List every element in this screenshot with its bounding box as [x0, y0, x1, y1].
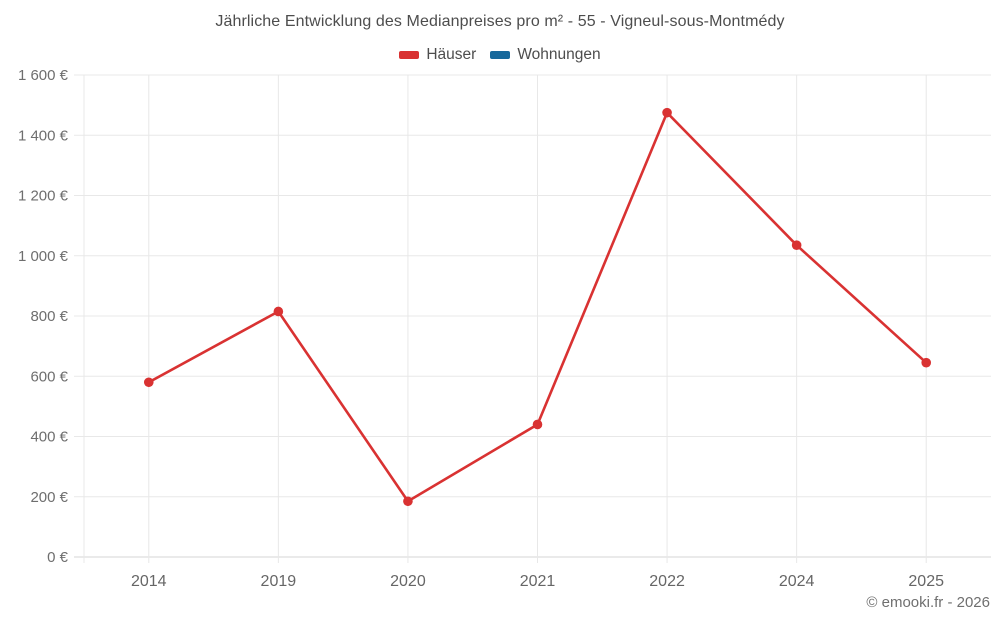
- y-tick-label: 1 200 €: [18, 188, 69, 205]
- y-tick-label: 600 €: [30, 368, 68, 385]
- y-tick-label: 1 400 €: [18, 127, 69, 144]
- data-point[interactable]: [532, 419, 543, 430]
- x-tick-label: 2025: [908, 573, 944, 590]
- x-tick-label: 2014: [131, 573, 167, 590]
- x-tick-label: 2022: [649, 573, 685, 590]
- data-point[interactable]: [273, 306, 284, 317]
- data-point[interactable]: [403, 496, 413, 507]
- data-point[interactable]: [143, 377, 154, 388]
- x-tick-label: 2021: [520, 573, 556, 590]
- legend-swatch-wohnungen: [490, 51, 511, 59]
- x-tick-label: 2020: [390, 573, 426, 590]
- data-point[interactable]: [662, 107, 672, 118]
- y-tick-label: 0 €: [47, 549, 69, 566]
- legend: Häuser Wohnungen: [0, 45, 1000, 65]
- y-tick-label: 400 €: [30, 429, 68, 446]
- legend-label-wohnungen: Wohnungen: [517, 46, 601, 63]
- legend-label-haeuser: Häuser: [426, 46, 477, 63]
- x-tick-label: 2019: [261, 573, 297, 590]
- y-tick-label: 1 000 €: [18, 248, 69, 265]
- y-tick-label: 200 €: [30, 489, 68, 506]
- data-point[interactable]: [921, 357, 932, 368]
- legend-item-haeuser[interactable]: Häuser: [399, 46, 476, 64]
- y-tick-label: 1 600 €: [18, 67, 69, 84]
- data-point[interactable]: [791, 240, 802, 251]
- legend-item-wohnungen[interactable]: Wohnungen: [490, 46, 601, 64]
- credit: © emooki.fr - 2026: [866, 594, 990, 611]
- legend-swatch-haeuser: [399, 51, 420, 59]
- chart-title: Jährliche Entwicklung des Medianpreises …: [215, 13, 785, 30]
- x-tick-label: 2024: [779, 573, 815, 590]
- y-tick-label: 800 €: [30, 308, 68, 325]
